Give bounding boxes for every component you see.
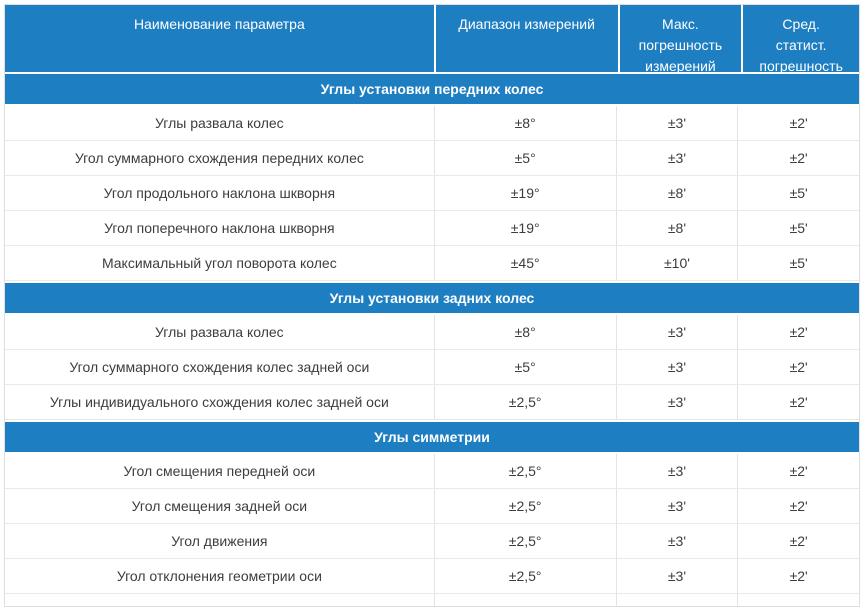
cell-stat-error: ±2' — [737, 141, 859, 175]
cell-parameter-name: Углы индивидуального схождения колес зад… — [49, 394, 389, 410]
cell-measure-range: ±8° — [433, 106, 616, 140]
cell-measure-range: ±5° — [433, 350, 616, 384]
column-header-stat-error: Сред. статист. погрешность — [743, 5, 859, 72]
section-header-2: Углы симметрии — [5, 422, 859, 452]
cell-stat-error: ±5' — [737, 211, 859, 245]
cell-max-error: ±3' — [615, 315, 738, 349]
cell-measure-range: ±2,5° — [433, 559, 616, 593]
cell-measure-range: ±2,5° — [433, 454, 616, 488]
column-header-max-error: Макс. погрешность измерений — [619, 5, 742, 72]
cell-stat-error: ±2' — [737, 559, 859, 593]
cell-parameter-name: Угол движения — [171, 533, 268, 549]
cell-max-error: ±3' — [615, 385, 738, 419]
cell-measure-range: ±19° — [433, 211, 616, 245]
clipped-cell — [433, 594, 616, 606]
table-row: Угол движения ±2,5° ±3' ±2' — [5, 524, 859, 559]
cell-max-error: ±3' — [615, 559, 738, 593]
column-header-parameter-name: Наименование параметра — [5, 5, 434, 72]
cell-max-error: ±3' — [615, 106, 738, 140]
cell-measure-range: ±8° — [433, 315, 616, 349]
cell-parameter-name: Угол смещения задней оси — [131, 498, 308, 514]
clipped-cell — [615, 594, 738, 606]
cell-parameter-name: Углы развала колес — [155, 115, 284, 131]
table-row: Углы развала колес ±8° ±3' ±2' — [5, 315, 859, 350]
table-row: Максимальный угол поворота колес ±45° ±10'… — [5, 246, 859, 281]
cell-max-error: ±10' — [615, 246, 738, 280]
cell-parameter-name: Угол поперечного наклона шкворня — [104, 220, 335, 236]
table-row: Угол смещения задней оси ±2,5° ±3' ±2' — [5, 489, 859, 524]
table-row: Угол отклонения геометрии оси ±2,5° ±3' ±2' — [5, 559, 859, 594]
cell-parameter-name: Угол суммарного схождения передних колес — [74, 150, 364, 166]
clipped-empty-row — [5, 594, 859, 606]
table-row: Углы развала колес ±8° ±3' ±2' — [5, 106, 859, 141]
cell-stat-error: ±5' — [737, 246, 859, 280]
cell-parameter-name: Максимальный угол поворота колес — [101, 255, 337, 271]
cell-measure-range: ±5° — [433, 141, 616, 175]
cell-stat-error: ±2' — [737, 315, 859, 349]
cell-parameter-name: Угол суммарного схождения колес задней о… — [69, 359, 370, 375]
cell-parameter-name: Угол продольного наклона шкворня — [103, 185, 336, 201]
cell-measure-range: ±2,5° — [433, 524, 616, 558]
cell-max-error: ±3' — [615, 350, 738, 384]
cell-stat-error: ±5' — [737, 176, 859, 210]
table-header-row: Наименование параметра Диапазон измерени… — [5, 5, 859, 72]
cell-stat-error: ±2' — [737, 524, 859, 558]
cell-stat-error: ±2' — [737, 106, 859, 140]
cell-max-error: ±3' — [615, 141, 738, 175]
cell-stat-error: ±2' — [737, 350, 859, 384]
table-row: Угол суммарного схождения колес задней о… — [5, 350, 859, 385]
column-header-measure-range: Диапазон измерений — [435, 5, 618, 72]
table-row: Угол суммарного схождения передних колес… — [5, 141, 859, 176]
table-row: Углы индивидуального схождения колес зад… — [5, 385, 859, 420]
cell-max-error: ±3' — [615, 524, 738, 558]
cell-measure-range: ±2,5° — [433, 385, 616, 419]
cell-measure-range: ±45° — [433, 246, 616, 280]
cell-measure-range: ±2,5° — [433, 489, 616, 523]
cell-stat-error: ±2' — [737, 489, 859, 523]
cell-max-error: ±8' — [615, 176, 738, 210]
section-header-1: Углы установки задних колес — [5, 283, 859, 313]
cell-stat-error: ±2' — [737, 385, 859, 419]
table-row: Угол смещения передней оси ±2,5° ±3' ±2' — [5, 454, 859, 489]
table-body: Углы установки передних колес Углы развал… — [5, 74, 859, 594]
clipped-cell — [5, 594, 434, 606]
table-row: Угол продольного наклона шкворня ±19° ±8' ±… — [5, 176, 859, 211]
cell-stat-error: ±2' — [737, 454, 859, 488]
cell-parameter-name: Угол смещения передней оси — [123, 463, 316, 479]
cell-max-error: ±3' — [615, 454, 738, 488]
cell-parameter-name: Угол отклонения геометрии оси — [116, 568, 322, 584]
clipped-cell — [737, 594, 859, 606]
cell-max-error: ±3' — [615, 489, 738, 523]
cell-parameter-name: Углы развала колес — [155, 324, 284, 340]
table-row: Угол поперечного наклона шкворня ±19° ±8' ±… — [5, 211, 859, 246]
section-header-0: Углы установки передних колес — [5, 74, 859, 104]
measurement-parameters-table: Наименование параметра Диапазон измерени… — [4, 4, 860, 607]
cell-measure-range: ±19° — [433, 176, 616, 210]
cell-max-error: ±8' — [615, 211, 738, 245]
